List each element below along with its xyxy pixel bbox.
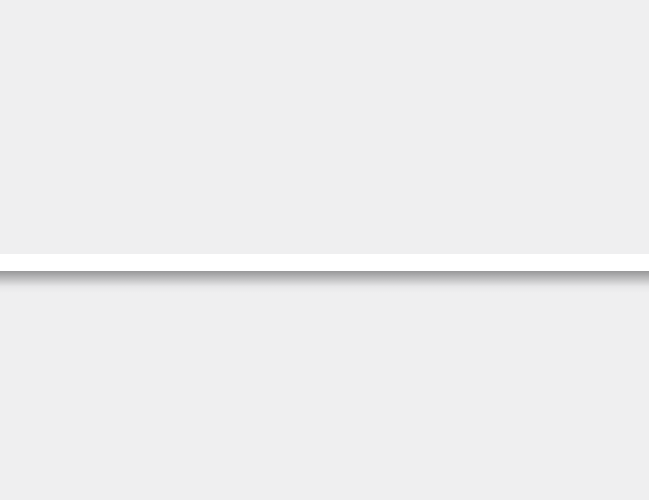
bottom-chart-header-band <box>0 271 649 293</box>
charts-divider <box>0 254 649 271</box>
bottom-chart <box>0 256 649 500</box>
top-chart <box>0 0 649 250</box>
